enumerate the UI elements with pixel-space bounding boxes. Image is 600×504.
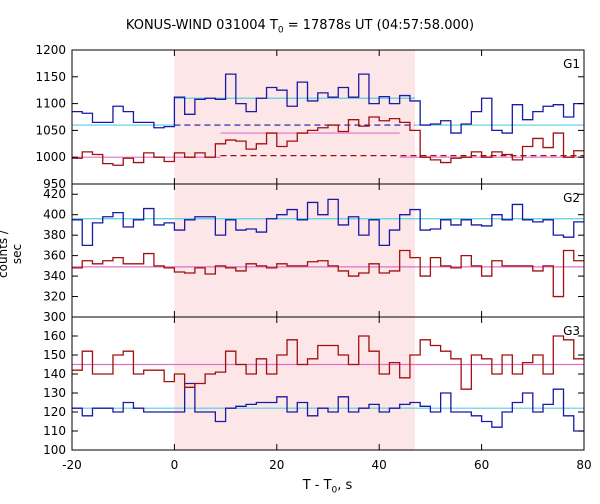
xtick-label: 20	[269, 458, 284, 472]
xtick-label: 40	[372, 458, 387, 472]
title-text: KONUS-WIND 031004 T	[125, 18, 278, 33]
panel-g3-ytick-label: 120	[43, 405, 66, 419]
xtick-label: 80	[576, 458, 591, 472]
panel-g3-ytick-label: 130	[43, 386, 66, 400]
panel-g1-ytick-label: 1100	[35, 97, 66, 111]
panel-g1-ytick-label: 1000	[35, 150, 66, 164]
panel-g3-ytick-label: 110	[43, 424, 66, 438]
x-axis-label-text: T - T	[302, 478, 332, 493]
title-text-rest: = 17878s UT (04:57:58.000)	[283, 18, 475, 33]
highlight-band	[174, 50, 416, 450]
panel-g3-ytick-label: 100	[43, 443, 66, 457]
panel-g1-series-red	[72, 116, 584, 166]
panel-g3-series-blue	[72, 382, 584, 432]
panel-g2-ytick-label: 300	[43, 310, 66, 324]
panel-g2-ytick-label: 420	[43, 187, 66, 201]
panel-g3-series-red	[72, 335, 584, 390]
panel-g1-ytick-label: 950	[43, 177, 66, 191]
xtick-label: -20	[62, 458, 82, 472]
panel-g2-ytick-label: 320	[43, 290, 66, 304]
panel-g3-label: G3	[563, 324, 580, 338]
panel-g2-ytick-label: 340	[43, 269, 66, 283]
panel-g2-ytick-label: 400	[43, 208, 66, 222]
panel-g2-series-blue	[72, 198, 584, 247]
panel-g3-ytick-label: 140	[43, 367, 66, 381]
panel-g1-ytick-label: 1200	[35, 43, 66, 57]
panel-g2-label: G2	[563, 191, 580, 205]
title-subscript: 0	[277, 25, 284, 36]
x-axis-label-subscript: 0	[331, 485, 338, 496]
xtick-label: 60	[474, 458, 489, 472]
panel-g1-ytick-label: 1150	[35, 70, 66, 84]
panel-g1-label: G1	[563, 57, 580, 71]
xtick-label: 0	[171, 458, 179, 472]
panel-g1-ytick-label: 1050	[35, 123, 66, 137]
panel-g2-series-red	[72, 249, 584, 298]
x-axis-label-rest: , s	[337, 478, 353, 493]
panel-g3-ytick-label: 160	[43, 329, 66, 343]
panel-g2-ytick-label: 360	[43, 249, 66, 263]
chart-title: KONUS-WIND 031004 T0 = 17878s UT (04:57:…	[0, 18, 600, 36]
y-axis-label: counts / sec	[0, 230, 24, 278]
panel-g2-ytick-label: 380	[43, 228, 66, 242]
x-axis-label: T - T0, s	[0, 478, 600, 496]
panel-g3-frame	[71, 316, 585, 451]
panel-g3-ytick-label: 150	[43, 348, 66, 362]
panel-g1-series-blue	[72, 73, 584, 134]
